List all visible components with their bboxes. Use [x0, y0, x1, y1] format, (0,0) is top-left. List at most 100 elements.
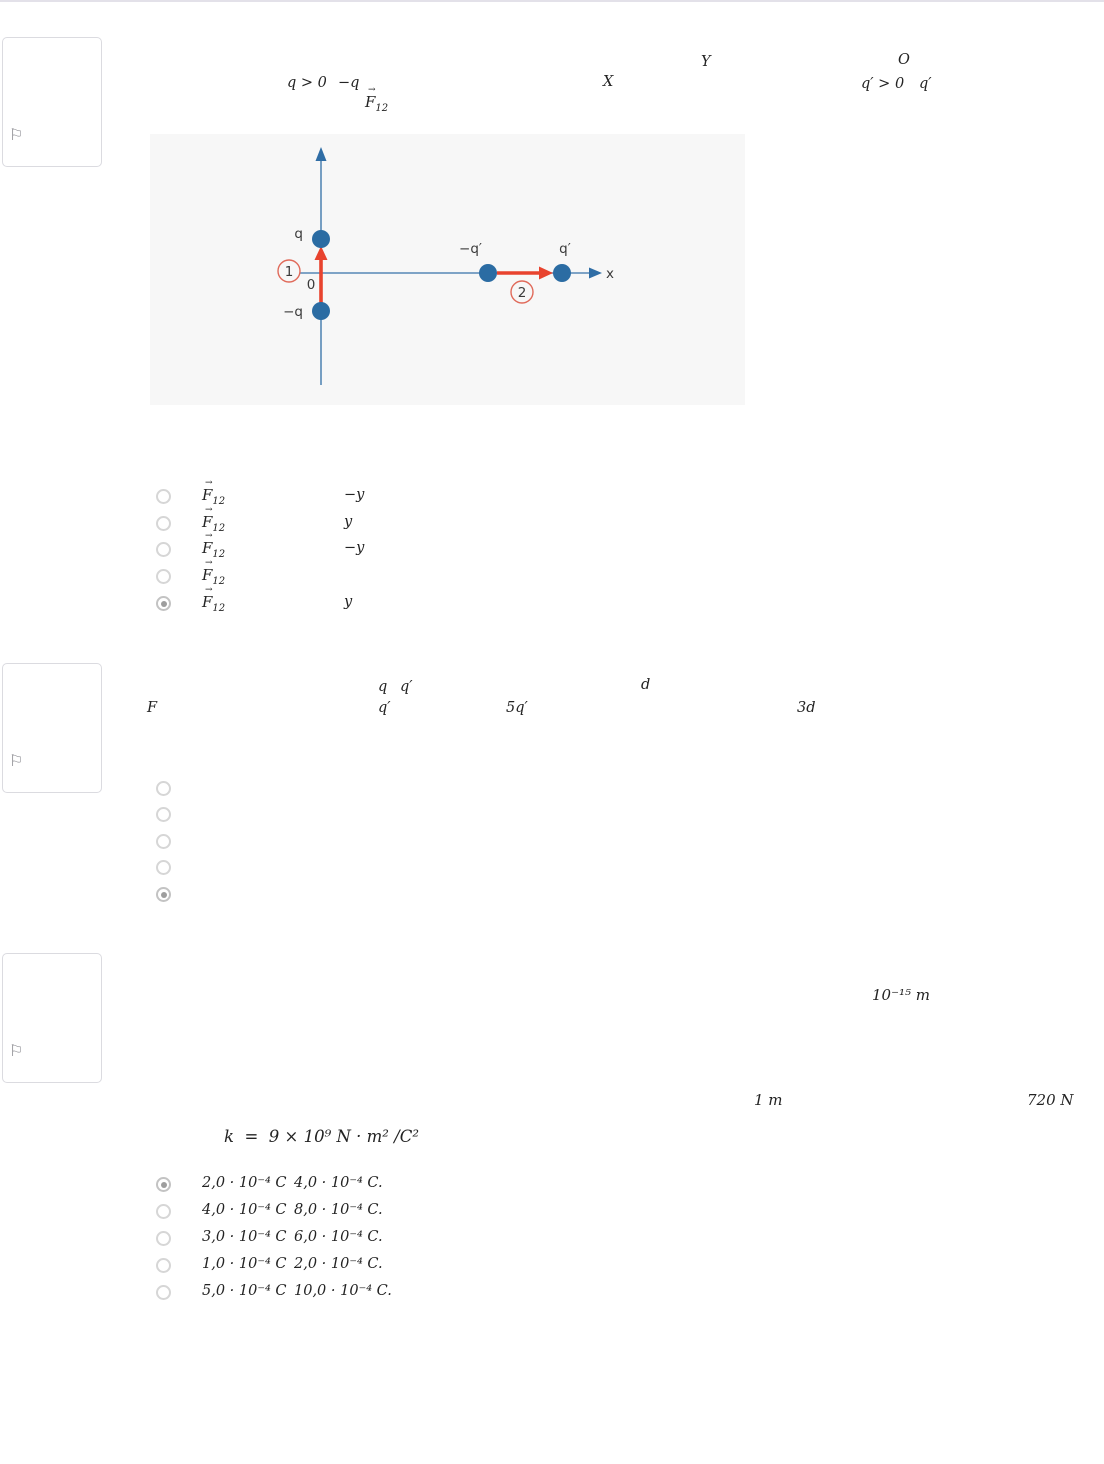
q1-option-4-f12: → F12	[202, 558, 226, 587]
q3-fragment-force: 720 N	[1027, 1091, 1074, 1109]
q3-option-3-value-a: 3,0 · 10⁻⁴ C	[202, 1229, 287, 1245]
q2-radio-3[interactable]	[156, 834, 171, 849]
q2-fragment-d: d	[641, 677, 651, 693]
q3-option-2-value-b: 8,0 · 10⁻⁴ C.	[294, 1202, 383, 1218]
label-x-axis: x	[606, 266, 614, 282]
flag-icon[interactable]: ⚐	[9, 751, 24, 770]
q1-option-2-tail: y	[344, 514, 353, 530]
q1-option-5-f12: → F12	[202, 585, 226, 614]
q3-option-1-value-b: 4,0 · 10⁻⁴ C.	[294, 1175, 383, 1191]
q1-option-5-tail: y	[344, 594, 353, 610]
q3-option-5: 5,0 · 10⁻⁴ C 10,0 · 10⁻⁴ C.	[0, 1282, 1104, 1304]
q1-option-3: → F12 −y	[0, 531, 1104, 561]
marker-2-label: 2	[518, 285, 527, 301]
q1-flag-box: ⚐	[2, 37, 102, 167]
vector-arrow-icon: →	[368, 85, 376, 95]
q1-radio-4[interactable]	[156, 569, 171, 584]
q2-fragment-qprime: q′	[378, 700, 391, 716]
q3-option-4-value-a: 1,0 · 10⁻⁴ C	[202, 1256, 287, 1272]
q2-fragment-q: q	[378, 679, 388, 695]
q1-option-1: → F12 −y	[0, 478, 1104, 508]
q1-option-3-tail: −y	[344, 540, 365, 556]
q2-radio-2[interactable]	[156, 807, 171, 822]
q1-radio-5[interactable]	[156, 596, 171, 611]
q3-radio-3[interactable]	[156, 1231, 171, 1246]
q2-radio-4[interactable]	[156, 860, 171, 875]
q2-option-2	[0, 804, 1104, 826]
q2-fragment-3d: 3d	[797, 700, 816, 716]
q3-fragment-radius: 10⁻¹⁵ m	[872, 986, 931, 1004]
label-q: q	[294, 226, 303, 242]
marker-1-label: 1	[285, 264, 294, 280]
vector-arrow-icon: →	[205, 531, 213, 541]
q1-fragment-x: X	[603, 74, 614, 90]
marker-1-ring	[277, 259, 301, 283]
q1-fragment-cond: q > 0	[287, 75, 327, 91]
label-qprime: q′	[559, 241, 571, 257]
vector-arrow-icon: →	[205, 585, 213, 595]
y-axis-arrowhead-icon	[315, 147, 327, 161]
q1-fragment-o: O	[898, 52, 910, 68]
charge-dot-negq	[312, 302, 330, 320]
q1-option-5: → F12 y	[0, 585, 1104, 615]
vector-arrow-icon: →	[205, 478, 213, 488]
coulomb-diagram: 1 2 q −q −q′ q′ 0 x	[150, 134, 745, 405]
q2-fragment-qprime-top: q′	[400, 679, 413, 695]
q2-radio-1[interactable]	[156, 781, 171, 796]
q1-option-1-tail: −y	[344, 487, 365, 503]
q1-fragment-qprime: q′	[919, 76, 932, 92]
q2-fragment-F: F	[147, 700, 158, 716]
q3-option-4-value-b: 2,0 · 10⁻⁴ C.	[294, 1256, 383, 1272]
charge-dot-q	[312, 230, 330, 248]
q3-option-3: 3,0 · 10⁻⁴ C 6,0 · 10⁻⁴ C.	[0, 1228, 1104, 1250]
top-divider	[0, 0, 1104, 2]
coulomb-diagram-svg: 1 2 q −q −q′ q′ 0 x	[277, 147, 614, 385]
q3-option-5-value-b: 10,0 · 10⁻⁴ C.	[294, 1283, 392, 1299]
q3-option-4: 1,0 · 10⁻⁴ C 2,0 · 10⁻⁴ C.	[0, 1255, 1104, 1277]
vector-arrow-icon: →	[205, 505, 213, 515]
q1-fragment-y: Y	[701, 54, 711, 70]
flag-icon[interactable]: ⚐	[9, 125, 24, 144]
q2-option-5	[0, 884, 1104, 906]
q3-radio-1[interactable]	[156, 1177, 171, 1192]
q3-radio-2[interactable]	[156, 1204, 171, 1219]
q3-option-5-value-a: 5,0 · 10⁻⁴ C	[202, 1283, 287, 1299]
q2-radio-5[interactable]	[156, 887, 171, 902]
q3-option-1: 2,0 · 10⁻⁴ C 4,0 · 10⁻⁴ C.	[0, 1174, 1104, 1196]
label-negq: −q	[283, 304, 303, 320]
force-arrow-1-head-icon	[314, 246, 328, 260]
q1-option-3-f12: → F12	[202, 531, 226, 560]
q3-option-2-value-a: 4,0 · 10⁻⁴ C	[202, 1202, 287, 1218]
q2-option-3	[0, 831, 1104, 853]
q3-coulomb-constant: k = 9 × 10⁹ N · m² /C²	[224, 1127, 419, 1146]
q2-flag-box: ⚐	[2, 663, 102, 793]
q1-fragment-cond2: q′ > 0	[861, 76, 905, 92]
q1-fragment-f12-vector: → F12	[365, 85, 389, 114]
q2-fragment-5qprime: 5q′	[506, 700, 528, 716]
q3-option-3-value-b: 6,0 · 10⁻⁴ C.	[294, 1229, 383, 1245]
x-axis-arrowhead-icon	[589, 267, 602, 279]
q1-radio-2[interactable]	[156, 516, 171, 531]
q1-option-2: → F12 y	[0, 505, 1104, 535]
force-arrow-2-head-icon	[539, 266, 553, 280]
q1-radio-3[interactable]	[156, 542, 171, 557]
q1-fragment-negq: −q	[338, 75, 360, 91]
marker-2-ring	[510, 280, 534, 304]
flag-icon[interactable]: ⚐	[9, 1041, 24, 1060]
vector-arrow-icon: →	[205, 558, 213, 568]
q2-option-1	[0, 778, 1104, 800]
q1-option-2-f12: → F12	[202, 505, 226, 534]
q3-fragment-distance: 1 m	[754, 1091, 783, 1109]
q3-option-1-value-a: 2,0 · 10⁻⁴ C	[202, 1175, 287, 1191]
charge-dot-negqprime	[479, 264, 497, 282]
charge-dot-qprime	[553, 264, 571, 282]
label-origin: 0	[307, 277, 316, 293]
q3-radio-5[interactable]	[156, 1285, 171, 1300]
q1-option-1-f12: → F12	[202, 478, 226, 507]
q3-option-2: 4,0 · 10⁻⁴ C 8,0 · 10⁻⁴ C.	[0, 1201, 1104, 1223]
q3-radio-4[interactable]	[156, 1258, 171, 1273]
q2-option-4	[0, 857, 1104, 879]
q1-radio-1[interactable]	[156, 489, 171, 504]
q3-flag-box: ⚐	[2, 953, 102, 1083]
